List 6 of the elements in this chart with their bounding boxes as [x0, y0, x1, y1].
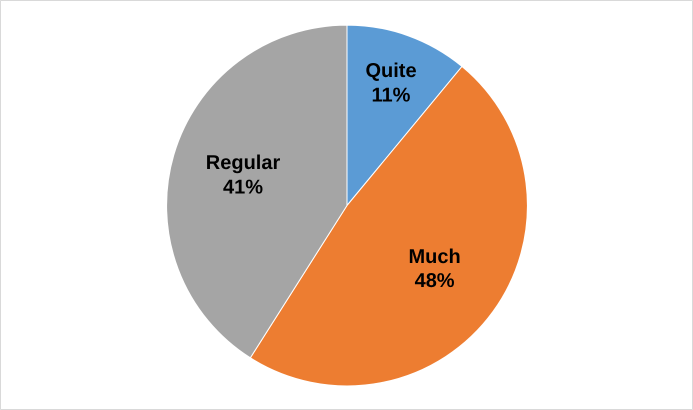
slice-label: Much — [408, 246, 461, 268]
slice-label: Regular — [206, 152, 280, 174]
slice-label: Quite — [365, 60, 417, 82]
data-label: 41% — [223, 176, 264, 198]
data-label: 48% — [414, 270, 455, 292]
data-label: 11% — [372, 84, 411, 106]
